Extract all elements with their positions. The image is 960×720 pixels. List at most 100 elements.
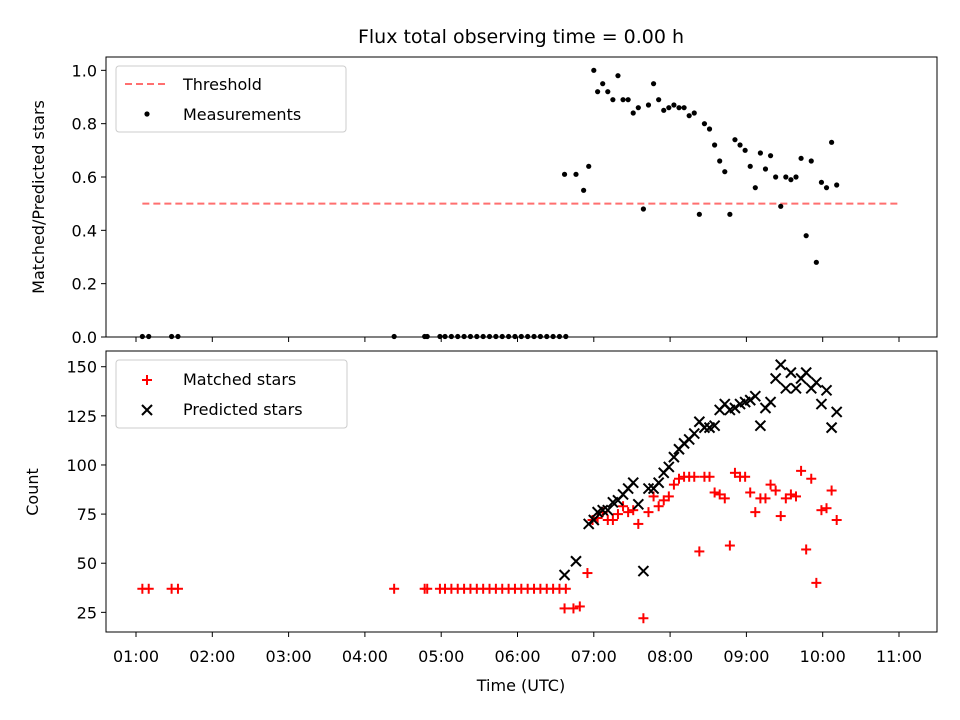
measurement-point bbox=[767, 153, 774, 159]
predicted-star-point bbox=[769, 372, 782, 385]
measurement-point bbox=[661, 107, 667, 113]
measurement-point bbox=[635, 105, 641, 111]
top-x-ticks bbox=[135, 337, 900, 342]
matched-star-point bbox=[689, 471, 700, 482]
predicted-star-point bbox=[708, 419, 721, 432]
measurement-point bbox=[573, 171, 579, 177]
x-tick-label: 02:00 bbox=[189, 647, 235, 666]
bottom-legend: Matched stars Predicted stars bbox=[115, 359, 348, 429]
predicted-star-point bbox=[800, 366, 812, 379]
matched-star-point bbox=[714, 489, 725, 500]
bottom-plot-frame bbox=[105, 350, 938, 633]
matched-star-point bbox=[704, 471, 715, 482]
bottom-x-axis: 01:00 02:00 03:00 04:00 05:00 06:00 07:00 08:00… bbox=[113, 632, 922, 666]
measurement-point bbox=[615, 73, 621, 79]
matched-star-point bbox=[724, 540, 735, 551]
matched-star-point bbox=[574, 601, 585, 612]
measurement-point bbox=[701, 121, 708, 127]
measurement-point bbox=[783, 174, 789, 180]
measurement-point bbox=[732, 137, 738, 143]
matched-star-point bbox=[422, 583, 433, 594]
predicted-star-point bbox=[588, 514, 600, 526]
predicted-star-point bbox=[764, 396, 777, 408]
measurement-point bbox=[737, 142, 743, 148]
predicted-star-point bbox=[668, 451, 680, 463]
predicted-star-point bbox=[820, 384, 833, 397]
measurement-point bbox=[834, 182, 840, 188]
matched-star-point bbox=[560, 583, 571, 594]
matched-star-point bbox=[638, 613, 649, 624]
matched-star-point bbox=[796, 465, 807, 476]
measurement-point bbox=[620, 97, 626, 103]
matched-star-point bbox=[623, 507, 634, 518]
matched-star-point bbox=[143, 583, 154, 594]
legend-matched-swatch bbox=[142, 375, 152, 385]
measurement-point bbox=[813, 259, 819, 265]
measurement-point bbox=[829, 139, 835, 145]
measurement-point bbox=[762, 166, 769, 172]
predicted-star-point bbox=[663, 461, 675, 473]
x-axis-label: Time (UTC) bbox=[476, 676, 565, 695]
predicted-star-point bbox=[652, 476, 665, 489]
matched-star-point bbox=[811, 577, 822, 588]
matched-star-point bbox=[607, 514, 618, 525]
matched-star-point bbox=[612, 509, 623, 520]
predicted-star-point bbox=[754, 419, 767, 432]
measurement-point bbox=[696, 211, 702, 217]
legend-measurements-swatch bbox=[144, 111, 150, 117]
measurement-point bbox=[727, 211, 733, 217]
matched-star-point bbox=[582, 568, 593, 579]
measurement-point bbox=[778, 203, 784, 209]
measurement-point bbox=[586, 163, 592, 169]
matched-star-point bbox=[765, 479, 776, 490]
measurement-point bbox=[671, 102, 677, 108]
legend-matched-label: Matched stars bbox=[183, 370, 296, 389]
measurement-point bbox=[706, 126, 713, 132]
legend-predicted-swatch bbox=[141, 404, 153, 416]
x-tick-label: 11:00 bbox=[876, 647, 922, 666]
measurement-point bbox=[793, 174, 799, 180]
matched-star-point bbox=[745, 487, 756, 498]
measurement-point bbox=[610, 97, 616, 103]
measurement-point bbox=[656, 97, 662, 103]
x-tick-label: 03:00 bbox=[266, 647, 312, 666]
top-y-tick-label: 1.0 bbox=[72, 61, 97, 80]
matched-star-point bbox=[775, 511, 786, 522]
measurement-point bbox=[640, 206, 646, 212]
x-tick-label: 01:00 bbox=[113, 647, 159, 666]
measurement-point bbox=[591, 67, 597, 73]
predicted-star-point bbox=[637, 565, 650, 577]
measurement-point bbox=[645, 102, 652, 108]
measurement-point bbox=[717, 158, 723, 164]
measurement-point bbox=[747, 163, 753, 169]
matched-star-point bbox=[821, 503, 832, 514]
measurement-point bbox=[742, 147, 748, 153]
matched-star-point bbox=[668, 479, 679, 490]
x-tick-label: 09:00 bbox=[723, 647, 769, 666]
measurement-point bbox=[823, 185, 830, 191]
matched-star-point bbox=[559, 603, 570, 614]
x-tick-label: 05:00 bbox=[418, 647, 464, 666]
matched-star-point bbox=[709, 487, 720, 498]
measurement-point bbox=[808, 158, 814, 164]
bottom-y-tick-label: 25 bbox=[77, 603, 97, 622]
predicted-star-point bbox=[627, 476, 639, 489]
predicted-star-point bbox=[780, 382, 792, 395]
matched-star-point bbox=[801, 544, 812, 555]
matched-star-point bbox=[770, 485, 781, 496]
top-y-tick-label: 0.0 bbox=[72, 328, 97, 347]
measurement-point bbox=[650, 81, 657, 87]
matched-star-point bbox=[643, 507, 654, 518]
bottom-y-tick-label: 125 bbox=[66, 407, 97, 426]
bottom-legend-box bbox=[115, 359, 348, 429]
chart-title: Flux total observing time = 0.00 h bbox=[358, 26, 684, 48]
matched-star-point bbox=[826, 485, 837, 496]
legend-threshold-label: Threshold bbox=[182, 75, 262, 94]
matched-star-point bbox=[760, 493, 771, 504]
measurement-point bbox=[788, 177, 794, 183]
legend-x-marker bbox=[141, 404, 153, 416]
matched-star-point bbox=[389, 583, 400, 594]
predicted-star-point bbox=[688, 427, 700, 440]
matched-star-point bbox=[663, 491, 674, 502]
matched-star-point bbox=[674, 473, 685, 484]
